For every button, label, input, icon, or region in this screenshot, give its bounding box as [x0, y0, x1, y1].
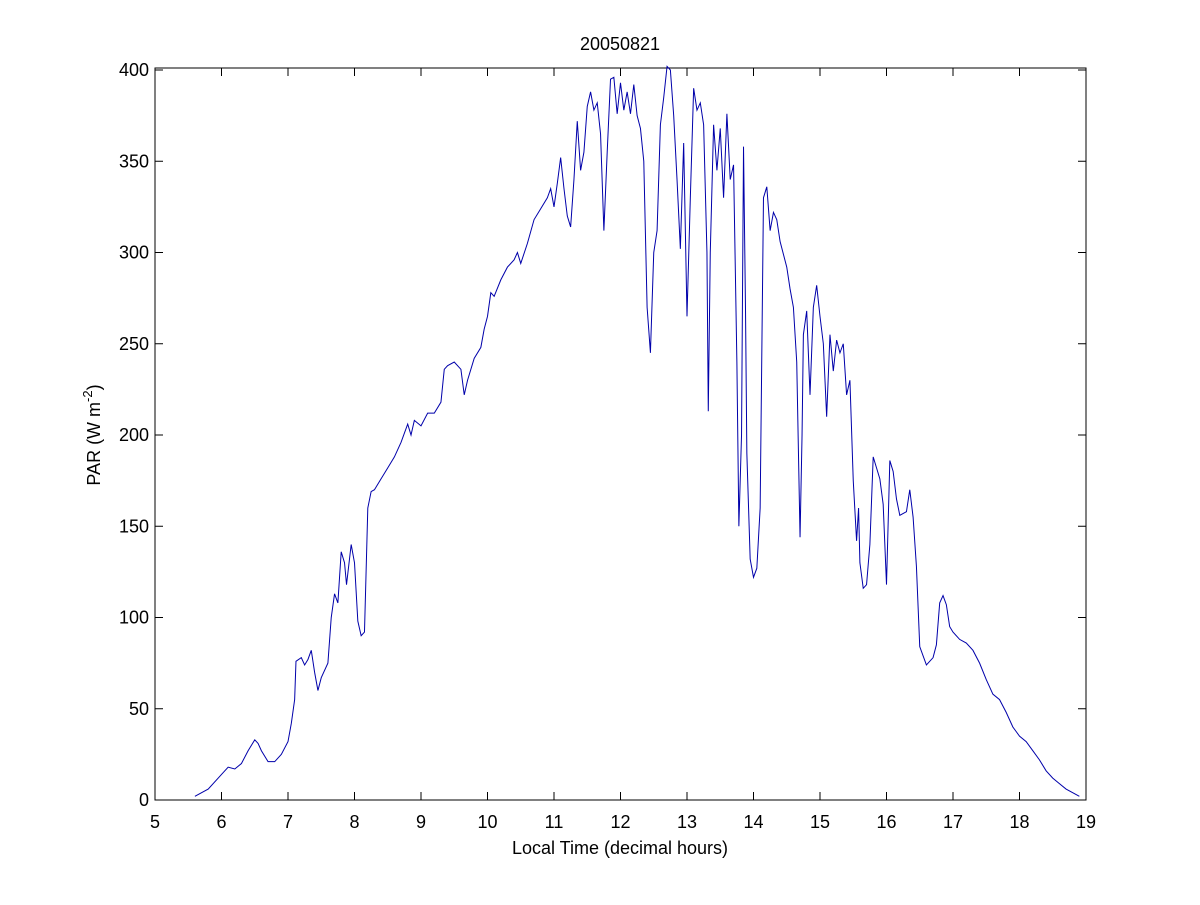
x-tick-label: 5	[150, 812, 160, 832]
x-tick-label: 14	[743, 812, 763, 832]
x-tick-label: 16	[876, 812, 896, 832]
y-tick-label: 100	[119, 608, 149, 628]
x-tick-label: 17	[943, 812, 963, 832]
x-tick-label: 19	[1076, 812, 1096, 832]
y-tick-label: 400	[119, 60, 149, 80]
x-tick-label: 12	[610, 812, 630, 832]
x-tick-label: 8	[349, 812, 359, 832]
y-tick-label: 350	[119, 151, 149, 171]
x-tick-label: 10	[477, 812, 497, 832]
y-tick-label: 0	[139, 790, 149, 810]
y-label-end: )	[84, 384, 104, 390]
data-line	[194, 65, 1080, 797]
y-tick-label: 200	[119, 425, 149, 445]
x-tick-label: 11	[545, 812, 564, 832]
x-axis-label: Local Time (decimal hours)	[512, 838, 728, 858]
x-tick-label: 18	[1009, 812, 1029, 832]
x-tick-label: 13	[677, 812, 697, 832]
y-label-sup: -2	[80, 390, 95, 402]
x-tick-label: 15	[810, 812, 830, 832]
y-tick-label: 50	[129, 699, 149, 719]
plot-area	[154, 67, 1087, 801]
x-tick-label: 6	[216, 812, 226, 832]
x-tick-label: 7	[283, 812, 293, 832]
y-tick-label: 300	[119, 243, 149, 263]
y-tick-label: 250	[119, 334, 149, 354]
x-tick-label: 9	[416, 812, 426, 832]
y-label-main: PAR (W m	[84, 402, 104, 486]
y-axis-label: PAR (W m-2)	[80, 384, 104, 485]
chart-title: 20050821	[580, 34, 660, 54]
y-tick-label: 150	[119, 516, 149, 536]
